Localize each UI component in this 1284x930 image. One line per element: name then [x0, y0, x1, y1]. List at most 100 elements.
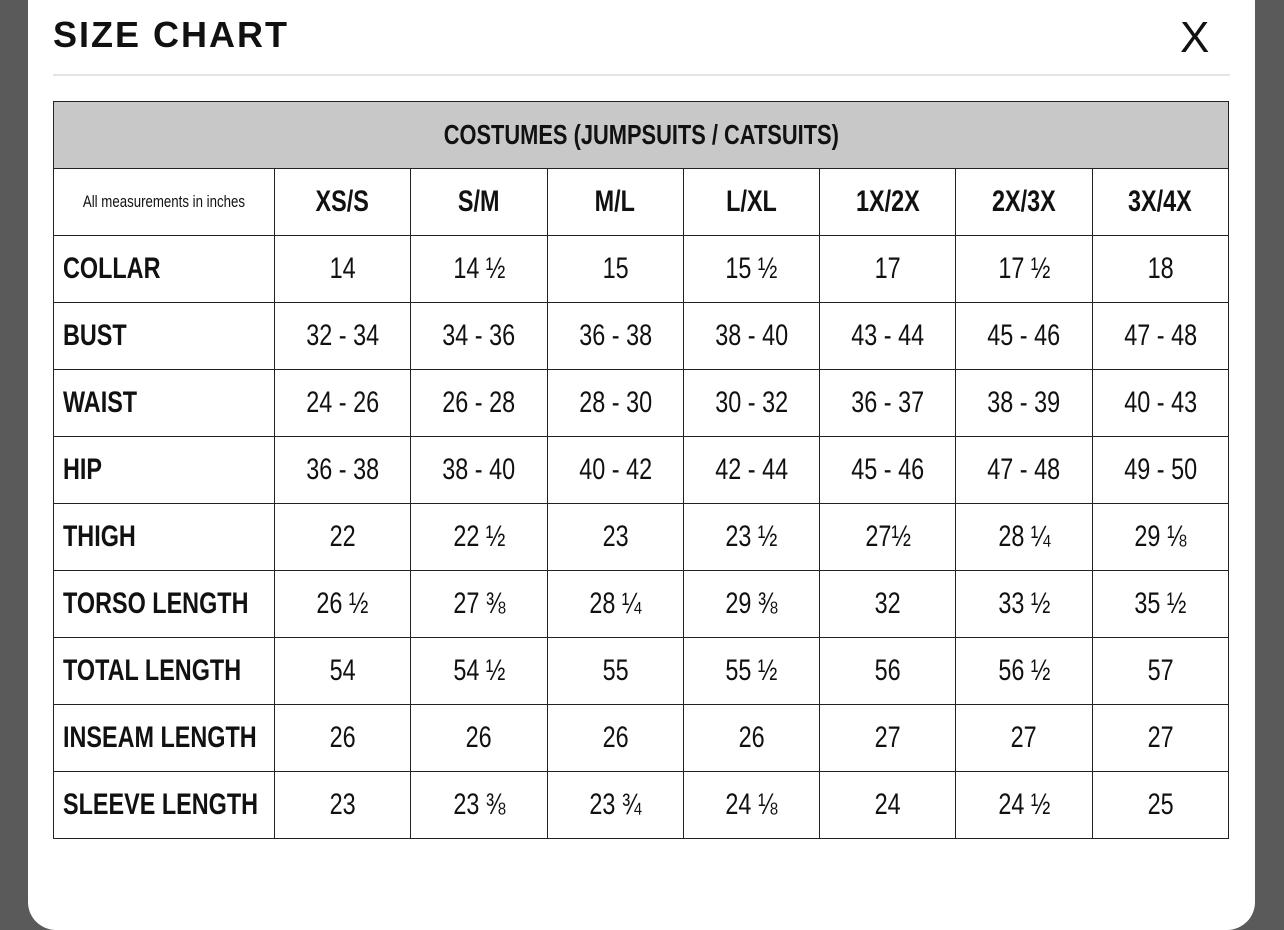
measure-value-text: 55 ½ — [725, 654, 778, 687]
row-label: BUST — [53, 302, 275, 370]
row-label: COLLAR — [53, 235, 275, 303]
measure-value-text: 30 - 32 — [715, 386, 788, 419]
row-label-text: SLEEVE LENGTH — [63, 788, 259, 821]
measure-value: 26 — [546, 704, 684, 772]
measure-value: 45 - 46 — [955, 302, 1093, 370]
measure-row: TORSO LENGTH 26 ½ 27 ⅜ 28 ¼ 29 ⅜ 32 33 ½ 35 ½ — [53, 570, 1230, 638]
measure-value: 36 - 38 — [273, 436, 412, 504]
measure-value: 23 ⅜ — [410, 771, 548, 839]
measure-value: 40 - 42 — [546, 436, 684, 504]
measure-value-text: 27½ — [864, 520, 911, 553]
measure-value-text: 47 - 48 — [987, 453, 1061, 486]
measure-value: 47 - 48 — [1091, 302, 1230, 370]
measure-value: 25 — [1091, 771, 1230, 839]
size-header-text: L/XL — [726, 185, 777, 218]
size-header-text: 2X/3X — [992, 185, 1056, 218]
row-label: TORSO LENGTH — [53, 570, 275, 638]
column-row: All measurements in inches XS/S S/M M/L L/XL… — [53, 168, 1230, 236]
measure-value: 18 — [1091, 235, 1230, 303]
measure-value: 14 ½ — [410, 235, 548, 303]
measure-value-text: 54 — [329, 654, 356, 687]
measure-value-text: 26 - 28 — [442, 386, 516, 419]
measure-value-text: 56 — [874, 654, 901, 687]
measure-value-text: 26 — [465, 721, 492, 754]
caption-row: COSTUMES (JUMPSUITS / CATSUITS) — [53, 101, 1229, 169]
row-label: TOTAL LENGTH — [53, 637, 275, 705]
size-header-text: 1X/2X — [855, 185, 920, 218]
measure-value: 23 — [546, 503, 684, 571]
measure-value-text: 29 ⅛ — [1134, 520, 1187, 553]
measure-value: 27 — [955, 704, 1093, 772]
size-header: M/L — [546, 168, 684, 236]
measure-value-text: 32 - 34 — [306, 319, 380, 352]
measure-value: 32 - 34 — [273, 302, 412, 370]
measure-value-text: 36 - 37 — [851, 386, 925, 419]
size-header-text: S/M — [458, 185, 500, 218]
measure-value: 34 - 36 — [410, 302, 548, 370]
measure-value: 23 ½ — [682, 503, 821, 571]
measure-value: 23 — [273, 771, 412, 839]
measure-value: 27½ — [819, 503, 957, 571]
measure-value-text: 24 ⅛ — [725, 788, 778, 821]
measure-value: 15 — [546, 235, 684, 303]
measure-value: 15 ½ — [682, 235, 821, 303]
measure-value-text: 17 — [874, 252, 901, 285]
measure-value-text: 43 - 44 — [851, 319, 925, 352]
measure-value: 29 ⅛ — [1091, 503, 1230, 571]
measure-value: 55 ½ — [682, 637, 821, 705]
measure-value-text: 27 ⅜ — [452, 587, 505, 620]
measure-value: 55 — [546, 637, 684, 705]
measure-value-text: 14 — [329, 252, 356, 285]
measure-value: 26 — [682, 704, 821, 772]
unit-note: All measurements in inches — [53, 168, 275, 236]
measure-row: HIP 36 - 38 38 - 40 40 - 42 42 - 44 45 - 46 47… — [53, 436, 1230, 504]
row-label-text: TOTAL LENGTH — [63, 654, 242, 687]
measure-value-text: 27 — [874, 721, 901, 754]
measure-value-text: 26 — [602, 721, 629, 754]
measure-value-text: 23 — [329, 788, 356, 821]
measure-value: 22 ½ — [410, 503, 548, 571]
measure-value: 28 ¼ — [955, 503, 1093, 571]
measure-value-text: 32 — [874, 587, 901, 620]
measure-value-text: 22 ½ — [452, 520, 505, 553]
measure-value: 27 ⅜ — [410, 570, 548, 638]
measure-value-text: 38 - 39 — [987, 386, 1061, 419]
measure-row: INSEAM LENGTH 26 26 26 26 27 27 27 — [53, 704, 1230, 772]
measure-value-text: 14 ½ — [452, 252, 505, 285]
row-label-text: BUST — [63, 319, 127, 352]
measure-value-text: 38 - 40 — [442, 453, 516, 486]
table-body: COLLAR 14 14 ½ 15 15 ½ 17 17 ½ 18 BUST 32 - 34 34 … — [53, 235, 1230, 839]
measure-value: 33 ½ — [955, 570, 1093, 638]
measure-value-text: 23 ¾ — [589, 788, 642, 821]
measure-value-text: 45 - 46 — [987, 319, 1061, 352]
table-head: COSTUMES (JUMPSUITS / CATSUITS) All meas… — [53, 101, 1230, 236]
size-header-text: M/L — [595, 185, 636, 218]
row-label-text: INSEAM LENGTH — [63, 721, 257, 754]
measure-value-text: 33 ½ — [998, 587, 1051, 620]
measure-value-text: 15 ½ — [725, 252, 778, 285]
size-header: XS/S — [273, 168, 412, 236]
measure-value-text: 23 — [602, 520, 629, 553]
measure-value-text: 24 — [874, 788, 901, 821]
measure-value-text: 45 - 46 — [851, 453, 925, 486]
measure-value: 35 ½ — [1091, 570, 1230, 638]
measure-value-text: 25 — [1147, 788, 1174, 821]
row-label: SLEEVE LENGTH — [53, 771, 275, 839]
measure-value-text: 35 ½ — [1134, 587, 1187, 620]
measure-value: 56 — [819, 637, 957, 705]
measure-value-text: 28 - 30 — [578, 386, 652, 419]
measure-value: 30 - 32 — [682, 369, 821, 437]
measure-value: 54 ½ — [410, 637, 548, 705]
measure-value: 14 — [273, 235, 412, 303]
measure-value-text: 23 ⅜ — [452, 788, 505, 821]
measure-value: 24 ⅛ — [682, 771, 821, 839]
measure-value: 22 — [273, 503, 412, 571]
measure-value: 47 - 48 — [955, 436, 1093, 504]
measure-row: TOTAL LENGTH 54 54 ½ 55 55 ½ 56 56 ½ 57 — [53, 637, 1230, 705]
measure-value: 26 — [273, 704, 412, 772]
measure-value-text: 26 — [738, 721, 765, 754]
measure-value: 38 - 40 — [410, 436, 548, 504]
size-header: L/XL — [682, 168, 821, 236]
close-button[interactable]: X — [1180, 13, 1210, 62]
measure-value-text: 49 - 50 — [1123, 453, 1197, 486]
